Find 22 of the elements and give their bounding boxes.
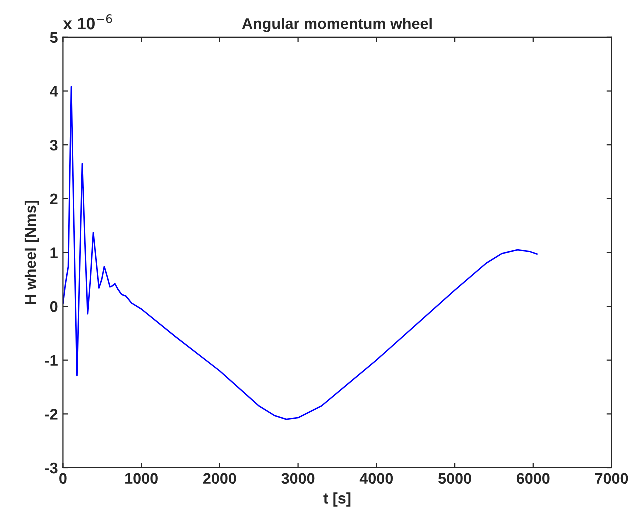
y-tick-label: -2 — [45, 409, 58, 420]
x-axis-title: t [s] — [324, 492, 351, 507]
y-tick-label: 5 — [50, 32, 58, 44]
text: x 10$^{−6}$ — [63, 14, 112, 30]
x-tick-label: 6000 — [516, 473, 550, 484]
x-tick-label: 0 — [60, 473, 67, 484]
line-series — [63, 86, 538, 420]
y-tick-label: 4 — [50, 86, 58, 97]
x-tick-label: 5000 — [438, 473, 472, 484]
x-tick-label: 3000 — [282, 473, 315, 484]
x-tick-label: 2000 — [203, 473, 236, 484]
x-tick-label: 1000 — [126, 473, 158, 484]
x-tick-label: 7000 — [595, 473, 628, 484]
y-tick-label: 1 — [50, 248, 58, 258]
y-tick-label: -1 — [45, 355, 58, 366]
y-tick-label: 2 — [50, 194, 58, 204]
chart-title: Angular momentum wheel — [242, 18, 432, 32]
y-tick-label: -3 — [45, 462, 58, 474]
x-tick-label: 4000 — [360, 473, 394, 484]
y-axis-title: H wheel [Nms] — [24, 200, 40, 304]
y-tick-label: 0 — [50, 301, 58, 312]
y-tick-label: 3 — [50, 140, 58, 151]
